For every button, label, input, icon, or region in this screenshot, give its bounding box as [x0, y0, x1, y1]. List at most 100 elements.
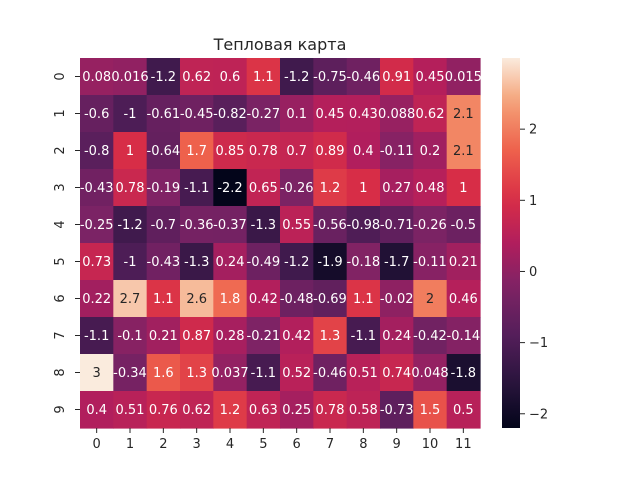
heatmap-cell: [446, 58, 481, 96]
heatmap-cell: [446, 206, 481, 244]
y-tick-label: 0: [53, 72, 68, 80]
heatmap-cell: [313, 391, 348, 429]
heatmap-cell: [180, 243, 214, 281]
cell-value-label: 0.24: [216, 255, 245, 270]
heatmap-cell: [280, 132, 314, 170]
cell-value-label: -1.8: [451, 366, 476, 381]
heatmap-cell: [213, 95, 248, 133]
cell-value-label: 2.7: [120, 292, 141, 307]
cell-value-label: 0.78: [116, 181, 145, 196]
y-tick-label: 8: [53, 368, 68, 376]
cell-value-label: -1.7: [384, 255, 409, 270]
heatmap-cell: [380, 95, 414, 133]
heatmap-cell: [280, 58, 314, 96]
cell-value-label: -0.73: [380, 403, 414, 418]
cell-value-label: -1.2: [284, 255, 309, 270]
heatmap-cell: [80, 206, 114, 244]
cell-value-label: 0.24: [382, 329, 411, 344]
heatmap-cell: [380, 280, 414, 318]
cell-value-label: 0.89: [316, 144, 345, 159]
x-tick-label: 4: [226, 437, 234, 452]
heatmap-cell: [446, 280, 481, 318]
heatmap-cell: [280, 243, 314, 281]
cell-value-label: 0.45: [416, 70, 445, 85]
heatmap-cell: [446, 169, 481, 207]
heatmap-cell: [446, 132, 481, 170]
cell-value-label: 0.78: [316, 403, 345, 418]
x-tick-label: 11: [455, 437, 472, 452]
heatmap-cell: [213, 317, 248, 355]
cell-value-label: 1.1: [153, 292, 174, 307]
cell-value-label: -1.1: [251, 366, 276, 381]
cell-value-label: -1: [124, 107, 137, 122]
heatmap-cell: [180, 206, 214, 244]
cell-value-label: -0.14: [447, 329, 481, 344]
heatmap-cell: [246, 58, 281, 96]
cell-value-label: 0.5: [453, 403, 474, 418]
cell-value-label: -0.26: [413, 218, 447, 233]
cell-value-label: -1.3: [251, 218, 276, 233]
cell-value-label: -0.6: [84, 107, 109, 122]
x-axis: 0 1 2 3 4 5 6 7 8 9 10 11: [93, 428, 472, 452]
y-tick-label: 1: [53, 109, 68, 117]
cell-value-label: 0.51: [116, 403, 145, 418]
heatmap-cell: [413, 58, 448, 96]
cell-value-label: 0.42: [282, 329, 311, 344]
cell-value-label: -0.49: [247, 255, 281, 270]
cell-value-label: 1.6: [153, 366, 174, 381]
heatmap-cell: [213, 132, 248, 170]
cell-value-label: 0.55: [282, 218, 311, 233]
heatmap-cell: [346, 169, 381, 207]
cell-value-label: -0.5: [451, 218, 476, 233]
cell-value-label: 0.6: [220, 70, 241, 85]
cell-value-label: 0.015: [445, 70, 482, 85]
heatmap-cell: [180, 391, 214, 429]
cell-value-label: -0.11: [380, 144, 414, 159]
cell-value-label: 0.08: [82, 70, 111, 85]
cell-value-label: -2.2: [217, 181, 242, 196]
heatmap-cell: [313, 354, 348, 392]
heatmap-cell: [246, 243, 281, 281]
cell-value-label: -0.34: [113, 366, 147, 381]
cell-value-label: -0.98: [347, 218, 381, 233]
cell-value-label: 0.85: [216, 144, 245, 159]
heatmap-cell: [446, 354, 481, 392]
heatmap-cell: [380, 206, 414, 244]
heatmap-cell: [113, 243, 148, 281]
heatmap-cell: [346, 58, 381, 96]
heatmap-cell: [346, 280, 381, 318]
heatmap-cell: [146, 354, 181, 392]
heatmap-cell: [146, 391, 181, 429]
heatmap-cell: [313, 280, 348, 318]
x-tick-label: 3: [193, 437, 201, 452]
cell-value-label: 0.016: [111, 70, 148, 85]
heatmap-cell: [146, 169, 181, 207]
cell-value-label: 0.58: [349, 403, 378, 418]
heatmap-cell: [213, 391, 248, 429]
heatmap-cell: [346, 243, 381, 281]
cell-value-label: 1.3: [320, 329, 341, 344]
heatmap-cell: [413, 391, 448, 429]
cell-value-label: 0.27: [382, 181, 411, 196]
heatmap-cell: [280, 280, 314, 318]
heatmap-cell: [313, 58, 348, 96]
heatmap-cell: [313, 317, 348, 355]
heatmap-cell: [413, 317, 448, 355]
y-tick-label: 6: [53, 294, 68, 302]
heatmap-cell: [113, 206, 148, 244]
heatmap-cell: [80, 354, 114, 392]
cell-value-label: -0.48: [280, 292, 314, 307]
heatmap-cell: [446, 391, 481, 429]
heatmap-cell: [380, 317, 414, 355]
heatmap-cell: [346, 354, 381, 392]
heatmap-cell: [180, 169, 214, 207]
heatmap-cell: [180, 280, 214, 318]
heatmap-cell: [280, 391, 314, 429]
y-tick-label: 3: [53, 183, 68, 191]
x-tick-label: 9: [393, 437, 401, 452]
y-tick-label: 4: [53, 220, 68, 228]
heatmap-cell: [213, 206, 248, 244]
heatmap-cell: [246, 95, 281, 133]
y-tick-label: 2: [53, 146, 68, 154]
